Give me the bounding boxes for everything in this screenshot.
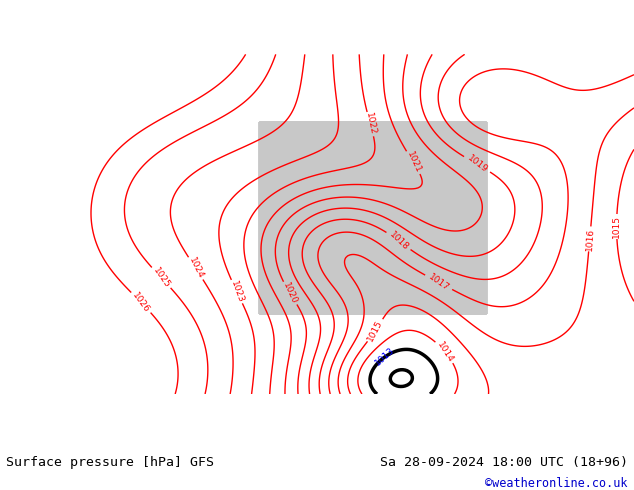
Text: 1017: 1017 xyxy=(427,272,451,293)
Text: 1018: 1018 xyxy=(387,230,410,252)
Text: 1024: 1024 xyxy=(186,256,205,281)
Text: 1015: 1015 xyxy=(612,215,621,238)
Text: 1016: 1016 xyxy=(585,227,595,251)
Text: 1020: 1020 xyxy=(281,281,299,305)
Text: 1013: 1013 xyxy=(373,346,397,368)
Text: 1022: 1022 xyxy=(364,112,377,136)
Text: ©weatheronline.co.uk: ©weatheronline.co.uk xyxy=(485,477,628,490)
Text: 1014: 1014 xyxy=(436,340,455,364)
Text: 1021: 1021 xyxy=(404,150,422,175)
Text: 1026: 1026 xyxy=(131,291,152,315)
Text: 1023: 1023 xyxy=(229,279,245,304)
Text: Sa 28-09-2024 18:00 UTC (18+96): Sa 28-09-2024 18:00 UTC (18+96) xyxy=(380,456,628,469)
Text: 1015: 1015 xyxy=(366,318,385,343)
Text: 1025: 1025 xyxy=(151,266,171,290)
Text: Surface pressure [hPa] GFS: Surface pressure [hPa] GFS xyxy=(6,456,214,469)
Text: 1019: 1019 xyxy=(465,154,489,175)
